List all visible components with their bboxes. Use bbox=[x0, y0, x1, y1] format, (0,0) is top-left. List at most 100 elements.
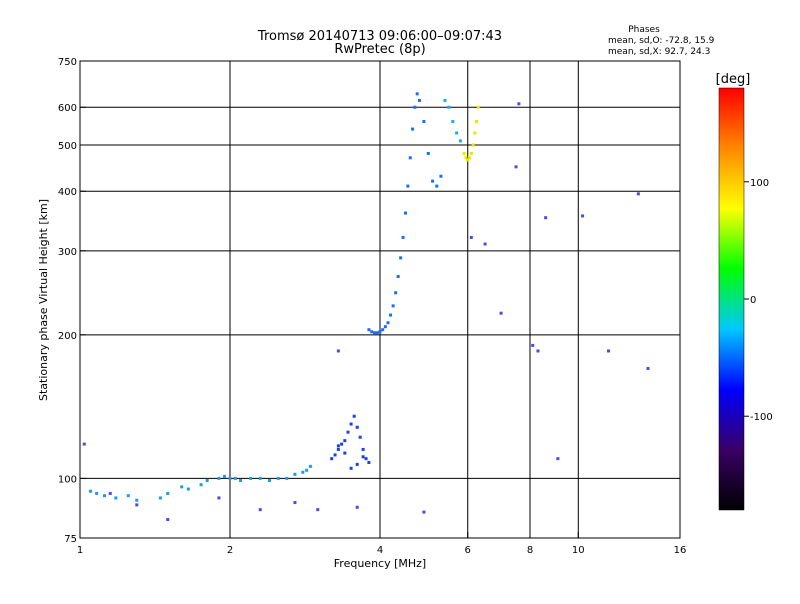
data-point bbox=[293, 472, 297, 476]
data-point bbox=[451, 120, 455, 124]
data-point bbox=[468, 156, 472, 160]
data-point bbox=[544, 216, 548, 220]
data-point bbox=[471, 143, 475, 147]
data-point bbox=[473, 131, 477, 135]
data-point bbox=[426, 151, 430, 155]
x-tick-label: 16 bbox=[674, 545, 687, 556]
data-point bbox=[396, 275, 400, 279]
data-point bbox=[422, 510, 426, 514]
data-point bbox=[336, 444, 340, 448]
x-tick-label: 4 bbox=[377, 545, 383, 556]
data-point bbox=[108, 491, 112, 495]
data-point bbox=[373, 331, 377, 335]
data-point bbox=[308, 464, 312, 468]
data-point bbox=[401, 235, 405, 239]
colorbar-label: [deg] bbox=[716, 72, 751, 87]
data-point bbox=[217, 476, 221, 480]
data-point bbox=[355, 505, 359, 509]
data-point bbox=[464, 156, 468, 160]
colorbar-ticks: 100 0 -100 bbox=[744, 178, 773, 423]
x-tick-label: 8 bbox=[527, 545, 533, 556]
y-tick-label: 750 bbox=[58, 57, 77, 68]
data-point bbox=[646, 366, 650, 370]
data-point bbox=[267, 478, 271, 482]
data-point bbox=[458, 139, 462, 143]
data-point bbox=[367, 460, 371, 464]
data-point bbox=[217, 496, 221, 500]
data-point bbox=[305, 468, 309, 472]
data-point bbox=[375, 331, 379, 335]
data-point bbox=[301, 470, 305, 474]
chart-title: Tromsø 20140713 09:06:00–09:07:43 bbox=[257, 29, 502, 44]
data-point bbox=[126, 494, 130, 498]
data-point bbox=[166, 518, 170, 522]
data-point bbox=[346, 430, 350, 434]
data-point bbox=[399, 256, 403, 260]
data-point bbox=[355, 462, 359, 466]
data-point bbox=[581, 214, 585, 218]
data-point bbox=[413, 105, 417, 109]
data-point bbox=[367, 328, 371, 332]
data-point bbox=[293, 501, 297, 505]
x-tick-label: 6 bbox=[465, 545, 471, 556]
data-point bbox=[223, 474, 227, 478]
data-point bbox=[607, 349, 611, 353]
x-axis-label: Frequency [MHz] bbox=[334, 557, 426, 570]
x-tick-label: 10 bbox=[572, 545, 585, 556]
data-point bbox=[186, 487, 190, 491]
data-point bbox=[336, 349, 340, 353]
y-tick-label: 600 bbox=[58, 103, 77, 114]
data-point bbox=[462, 151, 466, 155]
data-point bbox=[239, 478, 243, 482]
data-point bbox=[408, 156, 412, 160]
data-point bbox=[361, 447, 365, 451]
data-point bbox=[417, 98, 421, 102]
data-point bbox=[455, 131, 459, 135]
data-point bbox=[435, 184, 439, 188]
phase-stats-x-line: mean, sd,X: 92.7, 24.3 bbox=[608, 47, 710, 57]
data-point bbox=[386, 321, 390, 325]
data-point bbox=[469, 151, 473, 155]
data-point bbox=[466, 158, 470, 162]
data-point bbox=[103, 494, 107, 498]
x-tick-label: 1 bbox=[77, 545, 83, 556]
data-point bbox=[431, 179, 435, 183]
data-point bbox=[258, 476, 262, 480]
y-axis-label: Stationary phase Virtual Height [km] bbox=[37, 199, 50, 401]
data-point bbox=[476, 105, 480, 109]
data-point bbox=[422, 120, 426, 124]
data-point bbox=[316, 508, 320, 512]
data-point bbox=[514, 165, 518, 169]
data-point bbox=[340, 442, 344, 446]
x-tick-label: 2 bbox=[227, 545, 233, 556]
data-point bbox=[406, 184, 410, 188]
data-point bbox=[114, 496, 118, 500]
data-point bbox=[381, 328, 385, 332]
data-point bbox=[95, 491, 99, 495]
data-point bbox=[391, 304, 395, 308]
y-tick-label: 400 bbox=[58, 187, 77, 198]
data-point bbox=[439, 174, 443, 178]
y-tick-label: 300 bbox=[58, 247, 77, 258]
data-point bbox=[517, 102, 521, 106]
chart-subtitle: RwPretec (8p) bbox=[334, 42, 425, 57]
colorbar-tick-label: 0 bbox=[750, 295, 756, 306]
data-point bbox=[135, 503, 139, 507]
data-point bbox=[343, 451, 347, 455]
data-point bbox=[415, 92, 419, 96]
colorbar bbox=[718, 87, 745, 511]
data-point bbox=[636, 192, 640, 196]
y-tick-label: 100 bbox=[58, 474, 77, 485]
data-point bbox=[403, 211, 407, 215]
data-point bbox=[205, 478, 209, 482]
data-point bbox=[228, 476, 232, 480]
data-point bbox=[556, 457, 560, 461]
data-point bbox=[411, 127, 415, 131]
data-point bbox=[383, 325, 387, 329]
data-point bbox=[352, 414, 356, 418]
data-point bbox=[180, 485, 184, 489]
x-axis-ticks: 1 2 4 6 8 10 16 bbox=[77, 532, 687, 556]
data-points bbox=[82, 92, 650, 522]
y-axis-ticks: 75 100 200 300 400 500 600 750 bbox=[58, 57, 86, 545]
data-point bbox=[89, 489, 93, 493]
